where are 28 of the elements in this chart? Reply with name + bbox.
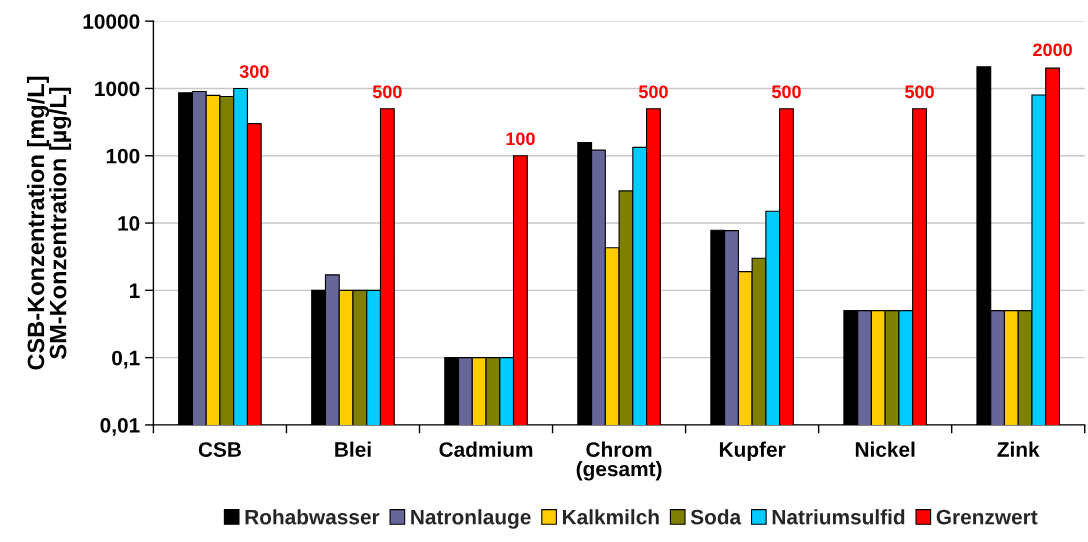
y-tick-label: 10000 bbox=[83, 14, 140, 29]
y-axis-title: CSB-Konzentration [mg/L] SM-Konzentration [µg/L] bbox=[26, 76, 72, 370]
y-tick-label: 100 bbox=[106, 148, 140, 164]
x-tick-label: Nickel bbox=[855, 441, 915, 457]
x-tick-label: Zink bbox=[997, 441, 1040, 457]
legend-label: Natronlauge bbox=[411, 509, 531, 529]
legend-label: Rohabwasser bbox=[245, 509, 380, 525]
legend-label: Natriumsulfid bbox=[772, 509, 905, 525]
data-label: 500 bbox=[372, 85, 402, 99]
data-label: 100 bbox=[506, 132, 535, 146]
data-label: 500 bbox=[638, 85, 668, 99]
data-label: 500 bbox=[905, 85, 934, 99]
x-tick-label: Blei bbox=[335, 441, 371, 457]
data-label: 500 bbox=[771, 85, 801, 99]
x-tick-label: CSB bbox=[198, 442, 241, 457]
y-tick-label: 1000 bbox=[95, 81, 140, 97]
legend-label: Soda bbox=[690, 509, 742, 525]
y-tick-label: 1 bbox=[129, 283, 140, 298]
legend-label: Kalkmilch bbox=[562, 509, 659, 525]
y-tick-label: 10 bbox=[118, 216, 140, 231]
x-tick-label: Cadmium bbox=[439, 441, 533, 457]
x-tick-label: Chrom (gesamt) bbox=[576, 441, 662, 481]
x-tick-label: Kupfer bbox=[719, 441, 786, 462]
legend-label: Grenzwert bbox=[936, 509, 1038, 525]
data-label: 2000 bbox=[1033, 43, 1072, 57]
y-tick-label: 0,1 bbox=[112, 350, 140, 369]
data-label: 300 bbox=[239, 65, 269, 78]
y-tick-label: 0,01 bbox=[100, 417, 140, 436]
